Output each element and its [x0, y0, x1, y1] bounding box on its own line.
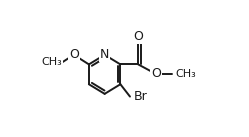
- Text: Br: Br: [133, 90, 147, 103]
- Text: O: O: [69, 48, 79, 61]
- Text: N: N: [100, 48, 109, 61]
- Text: CH₃: CH₃: [176, 69, 197, 79]
- Text: CH₃: CH₃: [41, 57, 62, 67]
- Text: O: O: [133, 30, 143, 43]
- Text: O: O: [151, 68, 161, 80]
